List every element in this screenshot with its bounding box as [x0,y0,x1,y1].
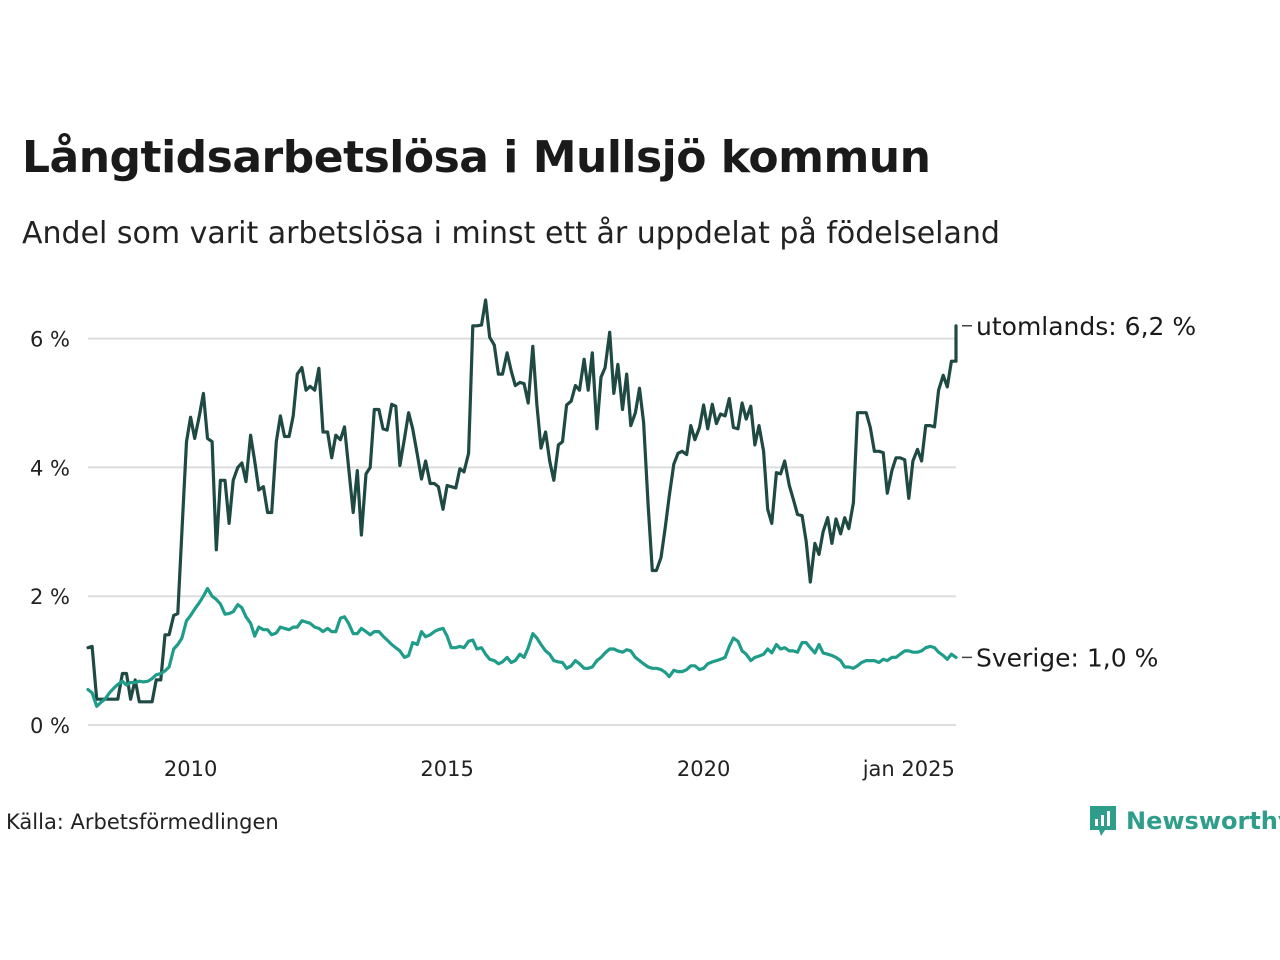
x-axis: 2010 2015 2020 jan 2025 [164,757,955,781]
x-tick-label: 2015 [420,757,473,781]
grid-lines [88,337,956,726]
end-labels: utomlands: 6,2 % Sverige: 1,0 % [962,312,1196,672]
x-tick-label: jan 2025 [862,757,955,781]
series-line-utomlands [86,298,958,704]
y-axis: 0 % 2 % 4 % 6 % [30,328,70,738]
series-line-sverige [86,586,958,708]
chart-title: Långtidsarbetslösa i Mullsjö kommun [22,132,931,183]
brand-logo[interactable]: Newsworthy [1088,804,1280,838]
y-tick-label: 6 % [30,328,70,352]
y-tick-label: 2 % [30,585,70,609]
end-label-sverige: Sverige: 1,0 % [976,643,1158,672]
x-tick-label: 2010 [164,757,217,781]
y-tick-label: 0 % [30,714,70,738]
chart-subtitle: Andel som varit arbetslösa i minst ett å… [22,216,1000,251]
end-label-utomlands: utomlands: 6,2 % [976,312,1196,341]
brand-name: Newsworthy [1126,807,1280,835]
source-note: Källa: Arbetsförmedlingen [6,810,279,834]
y-tick-label: 4 % [30,456,70,480]
newsworthy-logo-icon [1090,806,1116,836]
series-lines [86,298,958,708]
x-tick-label: 2020 [677,757,730,781]
